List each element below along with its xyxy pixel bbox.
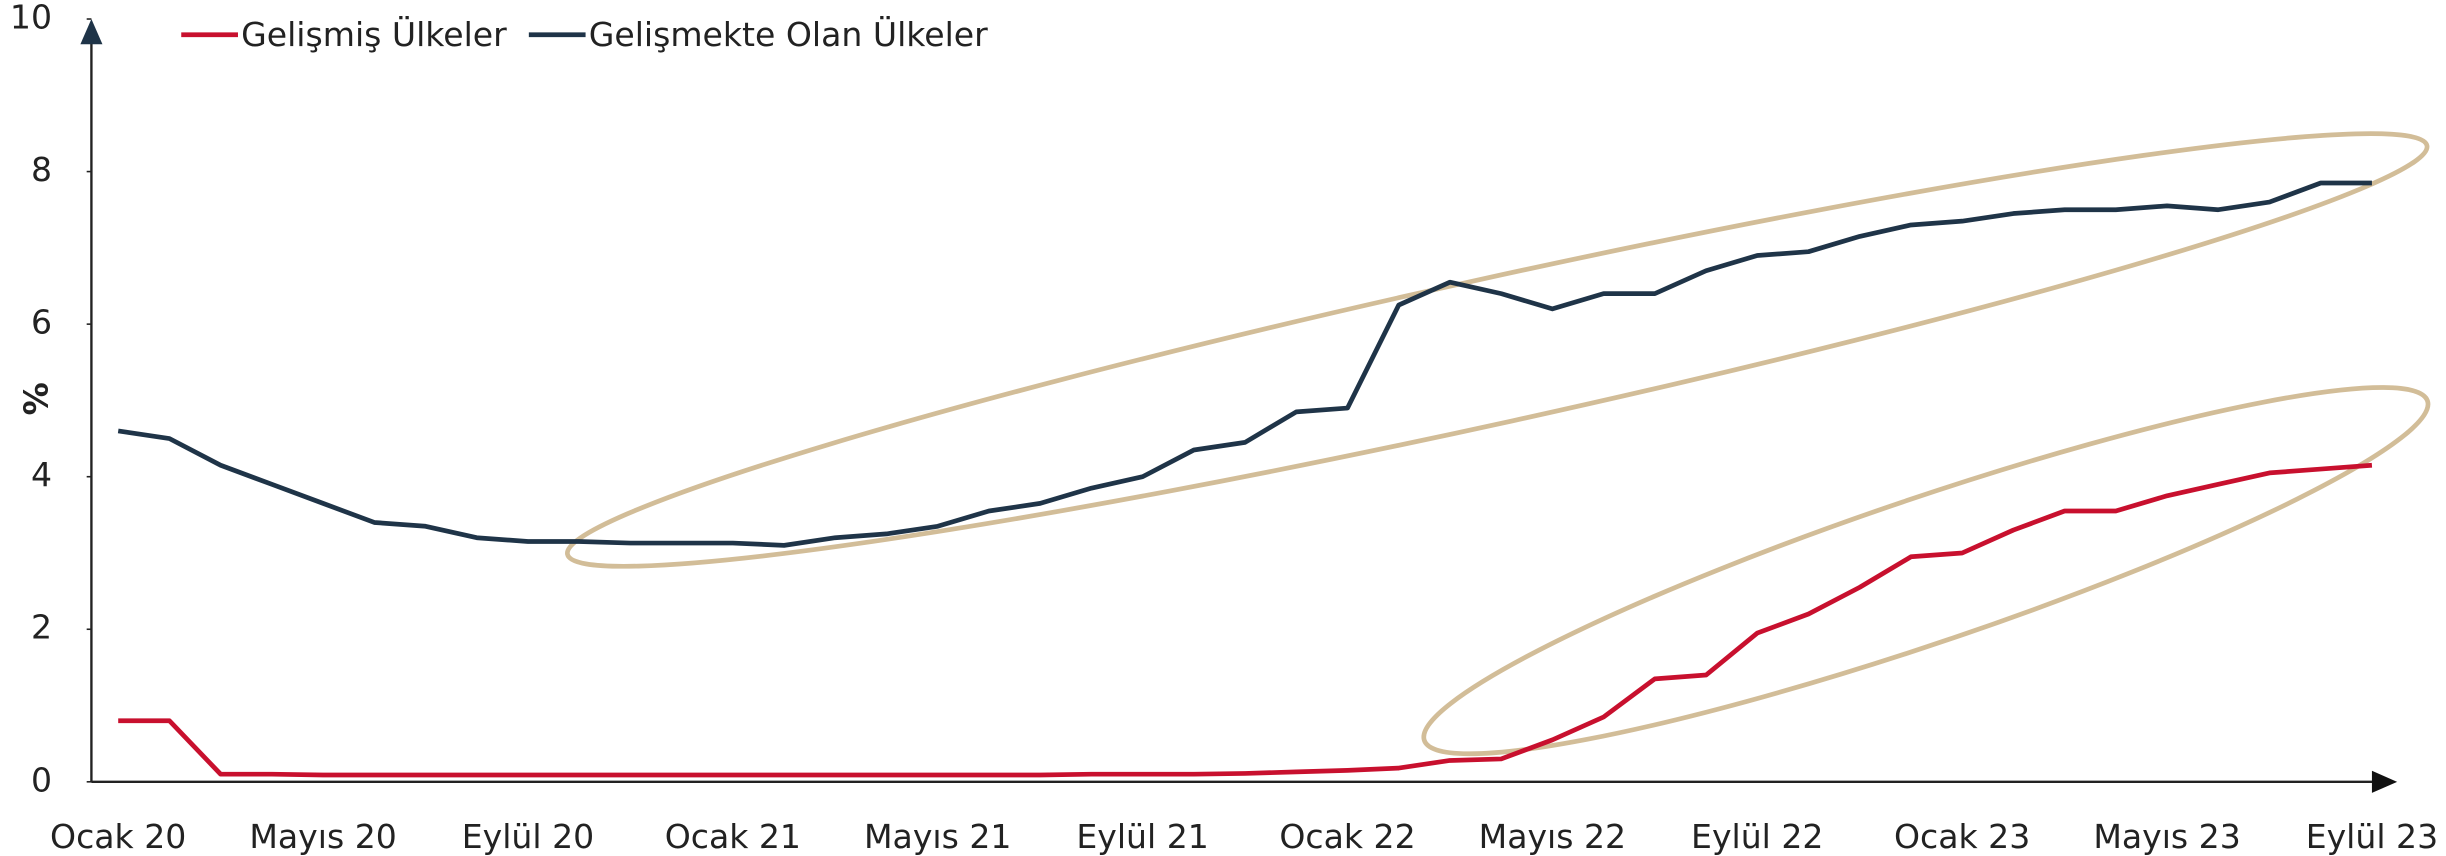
legend-label: Gelişmiş Ülkeler [241,14,507,54]
x-tick-label: Eylül 22 [1691,817,1823,856]
x-tick-label: Eylül 21 [1076,817,1208,856]
x-axis-arrow [2371,770,2398,793]
series-line [118,462,2373,778]
x-tick-label: Ocak 20 [50,817,186,856]
x-tick-label: Ocak 22 [1279,817,1415,856]
series-line [117,180,2372,548]
x-tick-label: Eylül 23 [2306,817,2438,856]
y-tick-label: 6 [31,303,52,342]
y-axis-arrow [80,19,103,45]
y-tick-label: 10 [10,0,52,37]
x-tick-label: Ocak 23 [1894,817,2030,856]
y-tick-label: 2 [31,608,52,647]
y-tick-label: 4 [31,455,52,494]
highlight-ellipse [565,131,2430,569]
x-tick-label: Eylül 20 [462,817,594,856]
y-axis-label: % [16,382,55,415]
x-tick-label: Mayıs 20 [249,817,396,856]
x-tick-label: Mayıs 23 [2093,817,2240,856]
y-tick-label: 8 [31,150,52,189]
legend-label: Gelişmekte Olan Ülkeler [589,14,988,54]
x-tick-label: Ocak 21 [665,817,801,856]
x-tick-label: Mayıs 21 [864,817,1011,856]
x-tick-label: Mayıs 22 [1479,817,1626,856]
y-tick-label: 0 [31,760,52,799]
highlight-ellipse [1421,385,2431,757]
